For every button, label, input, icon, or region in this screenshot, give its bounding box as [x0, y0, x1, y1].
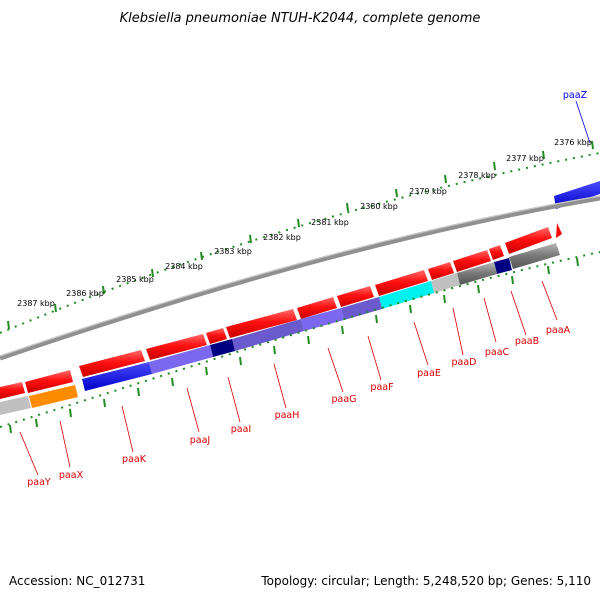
ruler-tick: [493, 161, 496, 171]
topology-text: Topology: circular; Length: 5,248,520 bp…: [260, 574, 591, 588]
ruler-tick: [444, 174, 447, 184]
gene-arrow-paaH[interactable]: [226, 309, 297, 338]
gene-arrow-paaX[interactable]: [25, 370, 73, 393]
gene-label-paaZ[interactable]: paaZ: [563, 90, 588, 101]
backbone-line: [0, 195, 600, 361]
gene-arrow-paaA[interactable]: [505, 227, 552, 254]
block-slate[interactable]: [232, 319, 304, 351]
ruler-tick: [443, 294, 446, 304]
kbp-label: 2378 kbp: [458, 171, 496, 180]
ruler-tick: [591, 140, 594, 150]
gene-arrow-paaI[interactable]: [206, 328, 227, 344]
gene-label-paaJ[interactable]: paaJ: [190, 435, 210, 446]
ruler-tick: [576, 257, 579, 267]
kbp-label: 2386 kbp: [66, 289, 104, 298]
gene-arrow-paaE[interactable]: [375, 270, 428, 296]
kbp-label: 2387 kbp: [17, 299, 55, 308]
ruler-tick: [477, 284, 480, 294]
leader-paaZ: [575, 100, 591, 144]
ruler-tick: [200, 251, 203, 261]
gene-label-paaC[interactable]: paaC: [485, 347, 510, 358]
block-lightgrey[interactable]: [431, 273, 460, 293]
gene-label-paaK[interactable]: paaK: [122, 454, 147, 465]
block-orange[interactable]: [29, 385, 78, 408]
kbp-label: 2383 kbp: [214, 247, 252, 256]
ruler-tick: [375, 314, 378, 324]
ruler-tick: [137, 387, 140, 397]
block-blue[interactable]: [82, 362, 152, 391]
ruler-tick: [341, 325, 344, 335]
ruler-tick: [409, 304, 412, 314]
ruler-tick: [307, 335, 310, 345]
block-slate[interactable]: [341, 297, 382, 320]
gene-arrow-paaG[interactable]: [297, 297, 337, 319]
ruler-tick: [9, 424, 12, 434]
inner-ruler: [0, 251, 600, 428]
gene-label-paaY[interactable]: paaY: [27, 477, 51, 488]
block-navy[interactable]: [210, 339, 235, 357]
gene-arrow-paaJ[interactable]: [146, 334, 207, 360]
outer-ruler-ticks: [7, 140, 594, 330]
kbp-label: 2381 kbp: [311, 218, 349, 227]
gene-label-paaH[interactable]: paaH: [275, 410, 300, 421]
reverse-genes: [0, 223, 562, 399]
gene-label-paaF[interactable]: paaF: [370, 382, 393, 393]
gene-label-paaD[interactable]: paaD: [452, 357, 477, 368]
ruler-tick: [346, 202, 349, 212]
kbp-label: 2376 kbp: [554, 138, 592, 147]
ruler-tick: [547, 265, 550, 275]
gene-label-paaA[interactable]: paaA: [546, 325, 571, 336]
leader-lines: [19, 280, 558, 476]
kbp-labels: 2376 kbp 2377 kbp 2378 kbp 2379 kbp 2380 kbp…: [17, 138, 592, 308]
gene-arrow-paaD[interactable]: [428, 262, 454, 280]
block-lightgrey[interactable]: [0, 396, 31, 415]
kbp-label: 2384 kbp: [165, 262, 203, 271]
kbp-label: 2379 kbp: [409, 187, 447, 196]
block-navy[interactable]: [494, 258, 512, 274]
gene-label-paaI[interactable]: paaI: [231, 424, 251, 435]
ruler-tick: [171, 377, 174, 387]
gene-arrow-paaC[interactable]: [453, 250, 491, 272]
ruler-tick: [239, 356, 242, 366]
inner-ruler-ticks: [9, 257, 579, 434]
ruler-tick: [297, 218, 300, 228]
ruler-tick: [542, 150, 545, 160]
ruler-tick: [35, 418, 38, 428]
gene-arrow[interactable]: [556, 223, 562, 238]
ruler-tick: [151, 268, 154, 278]
ruler-tick: [273, 345, 276, 355]
block-slate[interactable]: [301, 308, 344, 331]
ruler-tick: [511, 275, 514, 285]
accession-text: Accession: NC_012731: [9, 574, 145, 588]
ruler-tick: [102, 285, 105, 295]
block-grey[interactable]: [457, 262, 497, 285]
kbp-label: 2377 kbp: [506, 154, 544, 163]
reverse-blocks: [0, 243, 560, 415]
kbp-label: 2385 kbp: [116, 275, 154, 284]
block-cyan[interactable]: [379, 281, 434, 309]
ruler-tick: [7, 320, 10, 330]
kbp-label: 2380 kbp: [360, 202, 398, 211]
ruler-tick: [103, 398, 106, 408]
ruler-tick: [205, 366, 208, 376]
ruler-tick: [69, 408, 72, 418]
gene-label-paaG[interactable]: paaG: [331, 394, 356, 405]
ruler-tick: [249, 234, 252, 244]
gene-label-paaX[interactable]: paaX: [59, 470, 84, 481]
gene-arrow-paaK[interactable]: [79, 350, 145, 377]
gene-labels: paaA paaB paaC paaD paaE paaF paaG paaH …: [27, 325, 570, 488]
gene-arrow-paaY[interactable]: [0, 382, 25, 399]
block-slate[interactable]: [149, 345, 213, 374]
kbp-label: 2382 kbp: [263, 233, 301, 242]
ruler-tick: [395, 188, 398, 198]
ruler-tick: [54, 303, 57, 313]
map-title: Klebsiella pneumoniae NTUH-K2044, comple…: [120, 11, 481, 26]
gene-arrow-paaB[interactable]: [489, 245, 504, 260]
gene-label-paaE[interactable]: paaE: [417, 368, 441, 379]
gene-label-paaB[interactable]: paaB: [515, 336, 539, 347]
gene-arrow-paaF[interactable]: [337, 286, 374, 307]
block-grey[interactable]: [509, 243, 560, 269]
